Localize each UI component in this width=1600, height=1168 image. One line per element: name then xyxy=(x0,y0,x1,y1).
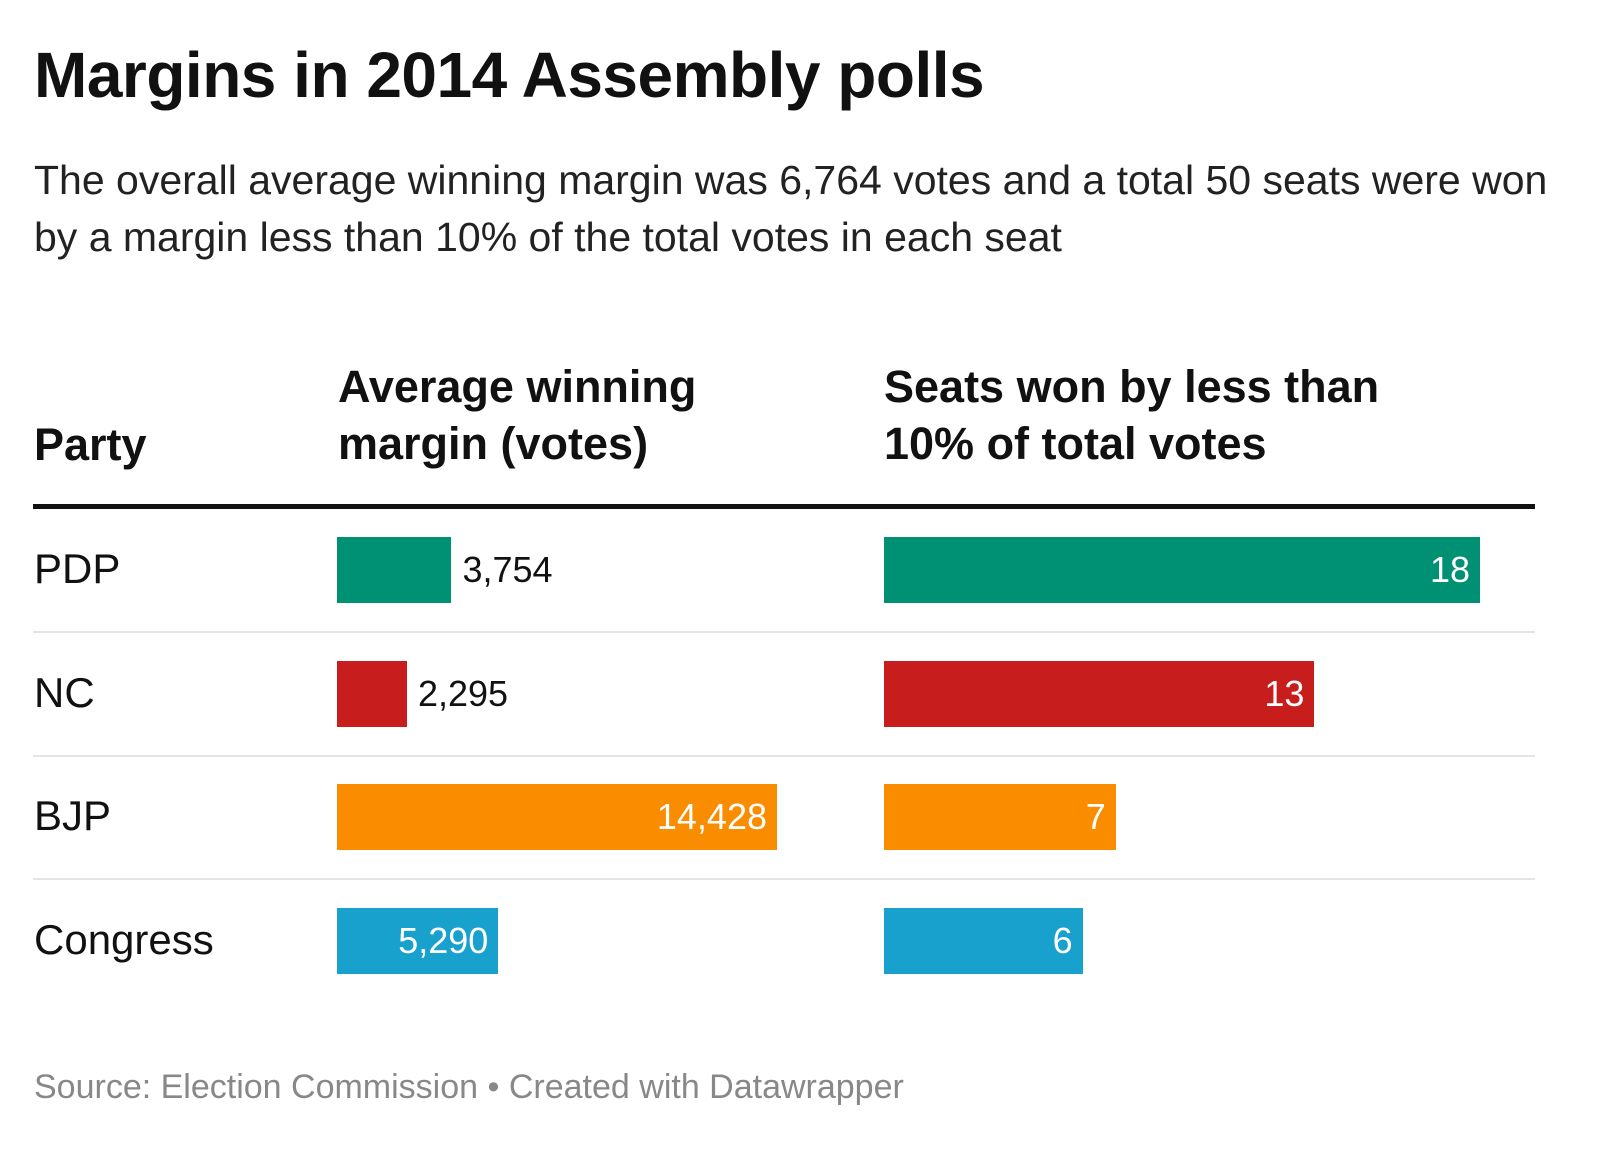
header-divider xyxy=(33,504,1535,509)
seats-value-label: 7 xyxy=(1085,796,1106,837)
seats-bar xyxy=(884,537,1480,603)
row-divider xyxy=(33,631,1535,633)
column-header-margin: Average winning margin (votes) xyxy=(338,361,697,469)
party-label: BJP xyxy=(34,792,112,839)
chart-footer: Source: Election Commission • Created wi… xyxy=(34,1068,904,1106)
seats-bar xyxy=(884,784,1116,850)
row-divider xyxy=(33,755,1535,757)
margin-value-label: 2,295 xyxy=(417,673,509,714)
margin-value-label: 14,428 xyxy=(656,796,767,837)
party-label: NC xyxy=(34,669,95,716)
chart-title: Margins in 2014 Assembly polls xyxy=(34,39,985,111)
seats-value-label: 6 xyxy=(1052,920,1073,961)
margin-bar xyxy=(337,908,499,974)
seats-bar xyxy=(884,661,1315,727)
column-header-seats: Seats won by less than 10% of total vote… xyxy=(884,361,1380,469)
row-divider xyxy=(33,878,1535,880)
seats-value-label: 18 xyxy=(1429,549,1470,590)
seats-bar xyxy=(884,908,1083,974)
margin-value-label: 3,754 xyxy=(462,549,553,590)
seats-value-label: 13 xyxy=(1264,673,1305,714)
column-header-party: Party xyxy=(34,419,147,470)
margin-bar xyxy=(337,537,452,603)
party-label: Congress xyxy=(34,916,214,963)
margin-value-label: 5,290 xyxy=(398,920,489,961)
party-label: PDP xyxy=(34,545,121,592)
margin-bar xyxy=(337,784,777,850)
margin-bar xyxy=(337,661,407,727)
chart-subtitle: The overall average winning margin was 6… xyxy=(34,157,1548,260)
